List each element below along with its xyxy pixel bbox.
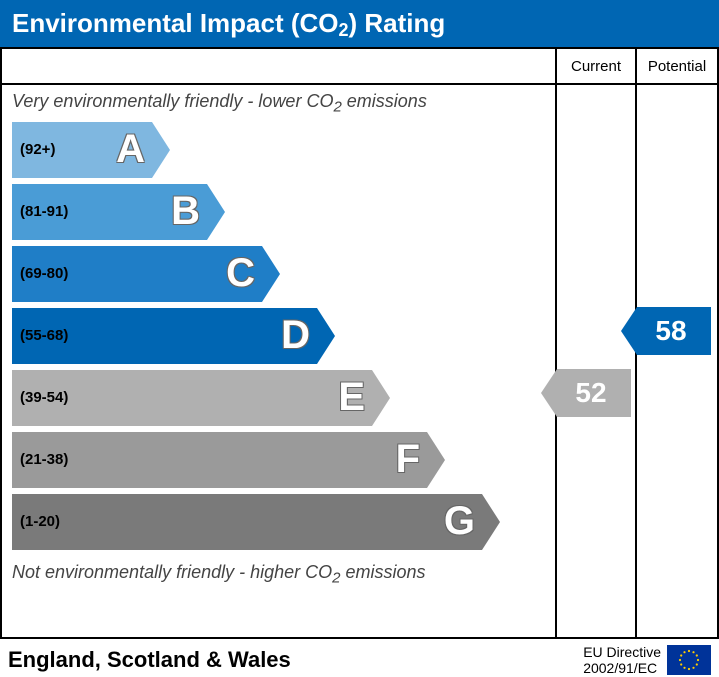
footer-directive-line2: 2002/91/EC (583, 660, 661, 676)
columns: Very environmentally friendly - lower CO… (2, 49, 717, 637)
band-row-c: (69-80) C (12, 246, 545, 302)
band-bar-e: (39-54) E (12, 370, 372, 426)
potential-pointer: 58 (621, 307, 711, 355)
potential-pointer-value: 58 (637, 307, 711, 355)
band-row-e: (39-54) E (12, 370, 545, 426)
band-range-d: (55-68) (12, 327, 68, 344)
band-range-b: (81-91) (12, 203, 68, 220)
footer-region: England, Scotland & Wales (8, 647, 291, 673)
eu-flag-icon (667, 645, 711, 675)
footer: England, Scotland & Wales EU Directive 2… (0, 639, 719, 677)
band-bar-c: (69-80) C (12, 246, 262, 302)
band-letter-b: B (171, 189, 207, 234)
band-row-a: (92+) A (12, 122, 545, 178)
band-letter-c: C (226, 251, 262, 296)
band-bar-f: (21-38) F (12, 432, 427, 488)
chart-body-border: Very environmentally friendly - lower CO… (0, 47, 719, 639)
band-range-a: (92+) (12, 141, 55, 158)
caption-bottom: Not environmentally friendly - higher CO… (2, 556, 555, 593)
potential-column: Potential 58 (637, 49, 717, 637)
footer-directive-line1: EU Directive (583, 644, 661, 660)
band-letter-d: D (281, 313, 317, 358)
band-range-e: (39-54) (12, 389, 68, 406)
band-bar-d: (55-68) D (12, 308, 317, 364)
bands-column: Very environmentally friendly - lower CO… (2, 49, 557, 637)
header-current: Current (557, 49, 635, 85)
band-range-g: (1-20) (12, 513, 60, 530)
band-range-f: (21-38) (12, 451, 68, 468)
band-row-f: (21-38) F (12, 432, 545, 488)
footer-directive-text: EU Directive 2002/91/EC (583, 644, 661, 676)
current-pointer: 52 (541, 369, 631, 417)
band-letter-f: F (396, 437, 427, 482)
band-bar-a: (92+) A (12, 122, 152, 178)
footer-directive: EU Directive 2002/91/EC (583, 644, 711, 676)
potential-pointer-arrow-icon (621, 307, 637, 355)
current-pointer-arrow-icon (541, 369, 557, 417)
band-letter-e: E (338, 375, 372, 420)
band-bar-b: (81-91) B (12, 184, 207, 240)
band-letter-g: G (444, 499, 482, 544)
band-row-g: (1-20) G (12, 494, 545, 550)
band-range-c: (69-80) (12, 265, 68, 282)
current-pointer-value: 52 (557, 369, 631, 417)
band-letter-a: A (116, 127, 152, 172)
band-row-d: (55-68) D (12, 308, 545, 364)
band-bar-g: (1-20) G (12, 494, 482, 550)
band-row-b: (81-91) B (12, 184, 545, 240)
ei-rating-chart: Environmental Impact (CO2) Rating Very e… (0, 0, 719, 675)
bands-container: (92+) A (81-91) B (69-80) C (55-68) D (39-54) E (2… (2, 122, 555, 550)
bands-header-blank (2, 49, 555, 85)
chart-title: Environmental Impact (CO2) Rating (0, 0, 719, 47)
caption-top: Very environmentally friendly - lower CO… (2, 85, 555, 122)
header-potential: Potential (637, 49, 717, 85)
